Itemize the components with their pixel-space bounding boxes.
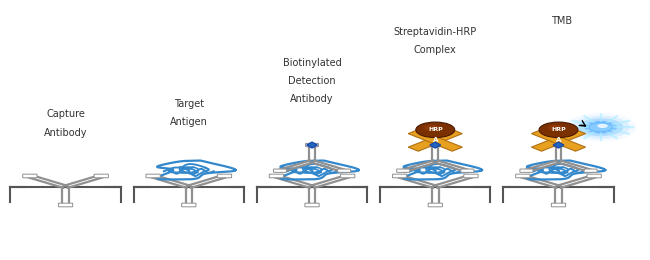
FancyBboxPatch shape <box>305 203 319 207</box>
Circle shape <box>578 118 623 136</box>
Text: HRP: HRP <box>428 127 443 132</box>
FancyBboxPatch shape <box>396 169 410 172</box>
Text: Antibody: Antibody <box>44 128 87 138</box>
Text: Target: Target <box>174 99 204 109</box>
FancyBboxPatch shape <box>428 203 443 207</box>
Polygon shape <box>408 129 462 151</box>
Text: Antigen: Antigen <box>170 117 208 127</box>
FancyBboxPatch shape <box>269 174 283 178</box>
FancyBboxPatch shape <box>341 174 355 178</box>
FancyBboxPatch shape <box>587 174 601 178</box>
FancyBboxPatch shape <box>274 169 287 172</box>
Polygon shape <box>430 142 441 148</box>
Text: A: A <box>433 137 438 143</box>
Circle shape <box>565 113 636 141</box>
Polygon shape <box>532 129 586 151</box>
Circle shape <box>597 124 608 128</box>
FancyBboxPatch shape <box>217 174 231 178</box>
Text: TMB: TMB <box>551 16 572 26</box>
FancyBboxPatch shape <box>146 174 161 178</box>
Polygon shape <box>307 142 317 148</box>
FancyBboxPatch shape <box>520 169 533 172</box>
FancyBboxPatch shape <box>552 143 565 147</box>
Text: Capture: Capture <box>46 109 85 120</box>
FancyBboxPatch shape <box>584 169 597 172</box>
Polygon shape <box>553 142 564 148</box>
FancyBboxPatch shape <box>306 143 318 147</box>
Text: Biotinylated: Biotinylated <box>283 58 341 68</box>
Polygon shape <box>408 129 462 151</box>
Circle shape <box>571 116 630 139</box>
Text: A: A <box>556 137 561 143</box>
Circle shape <box>584 121 617 134</box>
Polygon shape <box>532 129 586 151</box>
FancyBboxPatch shape <box>337 169 350 172</box>
FancyBboxPatch shape <box>181 203 196 207</box>
FancyBboxPatch shape <box>461 169 474 172</box>
FancyBboxPatch shape <box>94 174 109 178</box>
FancyBboxPatch shape <box>393 174 407 178</box>
FancyBboxPatch shape <box>551 203 566 207</box>
FancyBboxPatch shape <box>429 143 442 147</box>
Text: Streptavidin-HRP: Streptavidin-HRP <box>394 27 477 37</box>
Circle shape <box>589 123 612 132</box>
FancyBboxPatch shape <box>58 203 73 207</box>
Text: Antibody: Antibody <box>291 94 334 104</box>
FancyBboxPatch shape <box>464 174 478 178</box>
Circle shape <box>539 122 578 138</box>
FancyBboxPatch shape <box>515 174 530 178</box>
Circle shape <box>424 125 440 131</box>
Text: HRP: HRP <box>551 127 566 132</box>
Text: Complex: Complex <box>414 45 457 55</box>
Circle shape <box>547 125 563 131</box>
FancyBboxPatch shape <box>23 174 37 178</box>
Circle shape <box>416 122 455 138</box>
Text: Detection: Detection <box>288 76 336 86</box>
